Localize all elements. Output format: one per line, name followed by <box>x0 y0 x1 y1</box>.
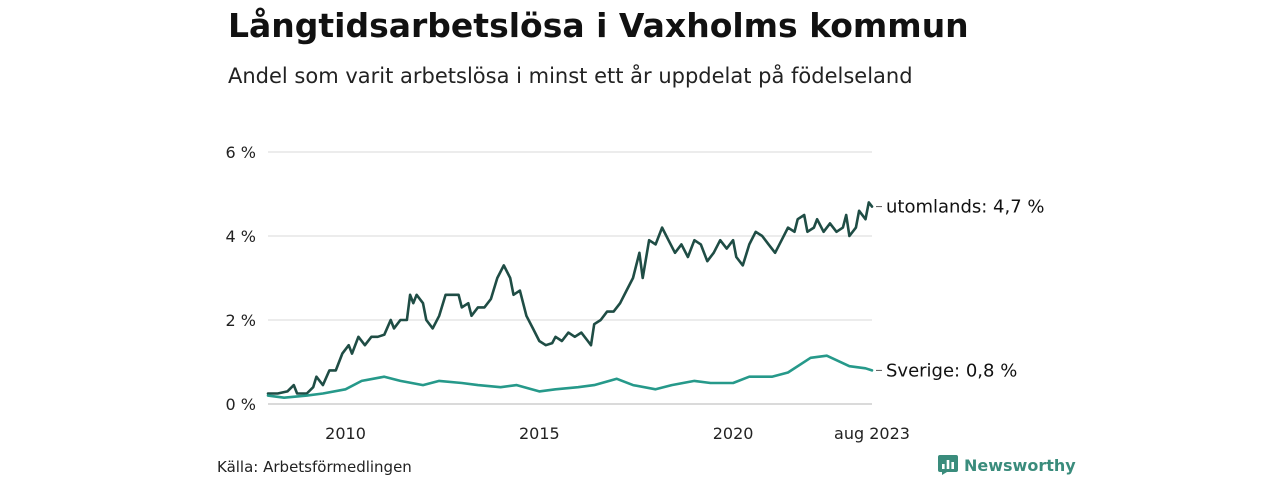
x-tick-label: 2020 <box>713 424 754 443</box>
chart-subtitle: Andel som varit arbetslösa i minst ett å… <box>228 64 913 88</box>
series-line <box>266 201 874 395</box>
x-tick-label: aug 2023 <box>834 424 910 443</box>
series-line <box>266 354 874 399</box>
x-tick-label: 2015 <box>519 424 560 443</box>
y-tick-label: 4 % <box>226 227 256 246</box>
chart-title: Långtidsarbetslösa i Vaxholms kommun <box>228 6 969 45</box>
y-tick-label: 0 % <box>226 395 256 414</box>
newsworthy-logo-icon <box>938 455 958 475</box>
y-tick-label: 2 % <box>226 311 256 330</box>
series-end-label: utomlands: 4,7 % <box>886 197 1045 218</box>
source-note: Källa: Arbetsförmedlingen <box>217 458 412 476</box>
brand-name: Newsworthy <box>964 455 1076 475</box>
y-tick-label: 6 % <box>226 143 256 162</box>
x-tick-label: 2010 <box>325 424 366 443</box>
brand-logo: Newsworthy <box>938 455 1076 475</box>
series-end-label: Sverige: 0,8 % <box>886 360 1017 381</box>
